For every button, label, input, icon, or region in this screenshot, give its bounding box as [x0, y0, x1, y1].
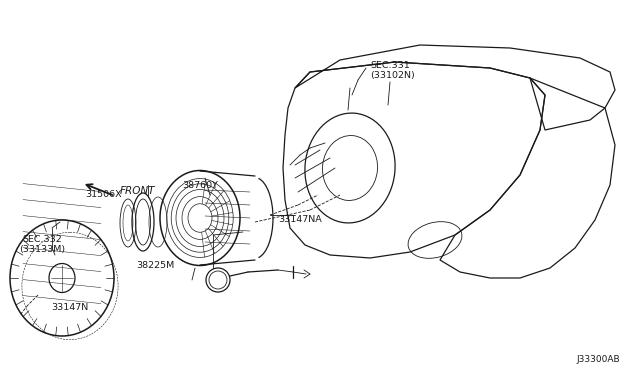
- Text: FRONT: FRONT: [120, 186, 156, 196]
- Text: 38760Y: 38760Y: [182, 181, 218, 190]
- Text: 33147NA: 33147NA: [278, 215, 322, 224]
- Text: (33102N): (33102N): [370, 71, 415, 80]
- Text: 31506X: 31506X: [85, 190, 122, 199]
- Text: SEC.332: SEC.332: [22, 235, 62, 244]
- Text: (33133M): (33133M): [19, 245, 65, 254]
- Ellipse shape: [206, 268, 230, 292]
- Text: J33300AB: J33300AB: [577, 355, 620, 364]
- Text: 38225M: 38225M: [136, 261, 174, 270]
- Text: 33147N: 33147N: [51, 303, 88, 312]
- Text: SEC.331: SEC.331: [370, 61, 410, 70]
